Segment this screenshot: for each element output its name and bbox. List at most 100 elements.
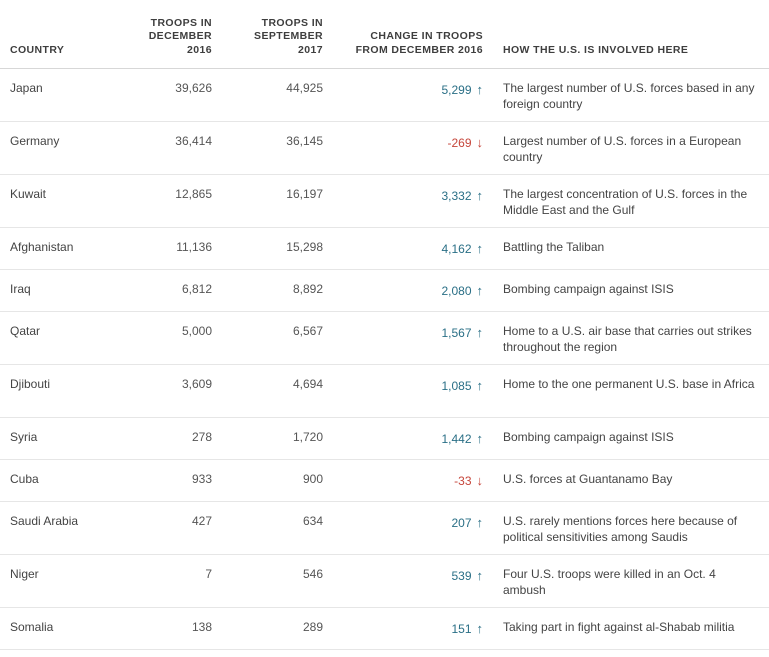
arrow-up-icon: ↑ bbox=[476, 515, 484, 530]
involvement-cell: The largest number of U.S. forces based … bbox=[503, 81, 755, 111]
country-cell: Djibouti bbox=[10, 377, 51, 391]
involvement-cell: Taking part in fight against al-Shabab m… bbox=[503, 620, 735, 634]
troops-sep-2017-cell: 15,298 bbox=[286, 240, 323, 254]
change-value: 2,080 bbox=[441, 284, 472, 298]
table-row: Qatar 5,000 6,567 1,567 ↑ Home to a U.S. air … bbox=[0, 312, 769, 365]
involvement-cell: Home to the one permanent U.S. base in A… bbox=[503, 377, 755, 391]
header-how-involved: HOW THE U.S. IS INVOLVED HERE bbox=[503, 43, 689, 56]
header-december-line: DECEMBER bbox=[148, 30, 212, 42]
table-row: Djibouti 3,609 4,694 1,085 ↑ Home to the one … bbox=[0, 365, 769, 418]
change-cell: 1,442 ↑ bbox=[441, 431, 483, 447]
table-body: Japan 39,626 44,925 5,299 ↑ The largest numbe… bbox=[0, 69, 769, 650]
table-row: Japan 39,626 44,925 5,299 ↑ The largest numbe… bbox=[0, 69, 769, 122]
header-december-line: TROOPS IN bbox=[150, 16, 212, 29]
table-row: Cuba 933 900 -33 ↓ U.S. forces at Guantanamo … bbox=[0, 460, 769, 502]
troops-dec-2016-cell: 278 bbox=[191, 430, 212, 444]
country-cell: Syria bbox=[10, 430, 38, 444]
troops-dec-2016-cell: 6,812 bbox=[181, 282, 212, 296]
change-value: 1,085 bbox=[441, 379, 472, 393]
country-cell: Cuba bbox=[10, 472, 39, 486]
change-cell: -269 ↓ bbox=[447, 135, 483, 151]
header-change-line: CHANGE IN TROOPS bbox=[370, 30, 483, 42]
arrow-up-icon: ↑ bbox=[476, 621, 484, 636]
country-cell: Germany bbox=[10, 134, 60, 148]
change-cell: 1,085 ↑ bbox=[441, 378, 483, 394]
change-cell: 5,299 ↑ bbox=[441, 82, 483, 98]
table-row: Kuwait 12,865 16,197 3,332 ↑ The largest conc… bbox=[0, 175, 769, 228]
change-cell: 1,567 ↑ bbox=[441, 325, 483, 341]
troops-sep-2017-cell: 36,145 bbox=[286, 134, 323, 148]
troops-dec-2016-cell: 7 bbox=[205, 567, 212, 581]
change-cell: 207 ↑ bbox=[451, 515, 483, 531]
arrow-up-icon: ↑ bbox=[476, 568, 484, 583]
table-row: Iraq 6,812 8,892 2,080 ↑ Bombing campaign aga… bbox=[0, 270, 769, 312]
header-december-line: 2016 bbox=[187, 43, 212, 56]
involvement-cell: U.S. rarely mentions forces here because… bbox=[503, 514, 738, 544]
change-value: 151 bbox=[451, 622, 472, 636]
header-change: CHANGE IN TROOPS FROM DECEMBER 2016 bbox=[333, 30, 483, 57]
involvement-cell: Battling the Taliban bbox=[503, 240, 605, 254]
troops-sep-2017-cell: 900 bbox=[302, 472, 323, 486]
header-september: TROOPS IN SEPTEMBER 2017 bbox=[233, 17, 323, 58]
troops-dec-2016-cell: 138 bbox=[191, 620, 212, 634]
change-value: 5,299 bbox=[441, 83, 472, 97]
change-cell: 539 ↑ bbox=[451, 568, 483, 584]
troops-dec-2016-cell: 12,865 bbox=[175, 187, 212, 201]
arrow-up-icon: ↑ bbox=[476, 82, 484, 97]
troops-dec-2016-cell: 39,626 bbox=[175, 81, 212, 95]
header-december: TROOPS IN DECEMBER 2016 bbox=[122, 17, 212, 58]
troops-dec-2016-cell: 933 bbox=[191, 472, 212, 486]
table-row: Germany 36,414 36,145 -269 ↓ Largest number o… bbox=[0, 122, 769, 175]
country-cell: Somalia bbox=[10, 620, 54, 634]
change-cell: -33 ↓ bbox=[454, 473, 483, 489]
country-cell: Qatar bbox=[10, 324, 41, 338]
change-value: 3,332 bbox=[441, 189, 472, 203]
change-value: 1,567 bbox=[441, 326, 472, 340]
country-cell: Japan bbox=[10, 81, 43, 95]
change-cell: 3,332 ↑ bbox=[441, 188, 483, 204]
troops-dec-2016-cell: 36,414 bbox=[175, 134, 212, 148]
troops-sep-2017-cell: 634 bbox=[302, 514, 323, 528]
arrow-down-icon: ↓ bbox=[476, 135, 484, 150]
country-cell: Saudi Arabia bbox=[10, 514, 79, 528]
arrow-up-icon: ↑ bbox=[476, 241, 484, 256]
arrow-up-icon: ↑ bbox=[476, 325, 484, 340]
country-cell: Kuwait bbox=[10, 187, 47, 201]
arrow-up-icon: ↑ bbox=[476, 378, 484, 393]
troops-dec-2016-cell: 427 bbox=[191, 514, 212, 528]
header-september-line: TROOPS IN bbox=[261, 16, 323, 29]
involvement-cell: Home to a U.S. air base that carries out… bbox=[503, 324, 752, 354]
country-cell: Niger bbox=[10, 567, 39, 581]
change-value: -33 bbox=[454, 474, 472, 488]
troops-sep-2017-cell: 4,694 bbox=[292, 377, 323, 391]
change-cell: 2,080 ↑ bbox=[441, 283, 483, 299]
troops-sep-2017-cell: 546 bbox=[302, 567, 323, 581]
troops-sep-2017-cell: 6,567 bbox=[292, 324, 323, 338]
involvement-cell: The largest concentration of U.S. forces… bbox=[503, 187, 748, 217]
change-value: -269 bbox=[447, 136, 472, 150]
table-row: Somalia 138 289 151 ↑ Taking part in fight ag… bbox=[0, 608, 769, 650]
troops-sep-2017-cell: 8,892 bbox=[292, 282, 323, 296]
header-september-line: 2017 bbox=[298, 43, 323, 56]
involvement-cell: Bombing campaign against ISIS bbox=[503, 282, 674, 296]
country-cell: Iraq bbox=[10, 282, 31, 296]
change-cell: 4,162 ↑ bbox=[441, 241, 483, 257]
arrow-up-icon: ↑ bbox=[476, 431, 484, 446]
involvement-cell: Four U.S. troops were killed in an Oct. … bbox=[503, 567, 716, 597]
troops-dec-2016-cell: 3,609 bbox=[181, 377, 212, 391]
change-value: 539 bbox=[451, 569, 472, 583]
change-cell: 151 ↑ bbox=[451, 621, 483, 637]
arrow-up-icon: ↑ bbox=[476, 188, 484, 203]
table-row: Afghanistan 11,136 15,298 4,162 ↑ Battling th… bbox=[0, 228, 769, 270]
arrow-up-icon: ↑ bbox=[476, 283, 484, 298]
table-row: Niger 7 546 539 ↑ Four U.S. troops were kille… bbox=[0, 555, 769, 608]
country-cell: Afghanistan bbox=[10, 240, 74, 254]
change-value: 1,442 bbox=[441, 432, 472, 446]
involvement-cell: Bombing campaign against ISIS bbox=[503, 430, 674, 444]
change-value: 207 bbox=[451, 516, 472, 530]
troops-dec-2016-cell: 11,136 bbox=[176, 240, 212, 254]
arrow-down-icon: ↓ bbox=[476, 473, 484, 488]
change-value: 4,162 bbox=[441, 242, 472, 256]
troops-dec-2016-cell: 5,000 bbox=[181, 324, 212, 338]
header-country: COUNTRY bbox=[10, 43, 65, 56]
